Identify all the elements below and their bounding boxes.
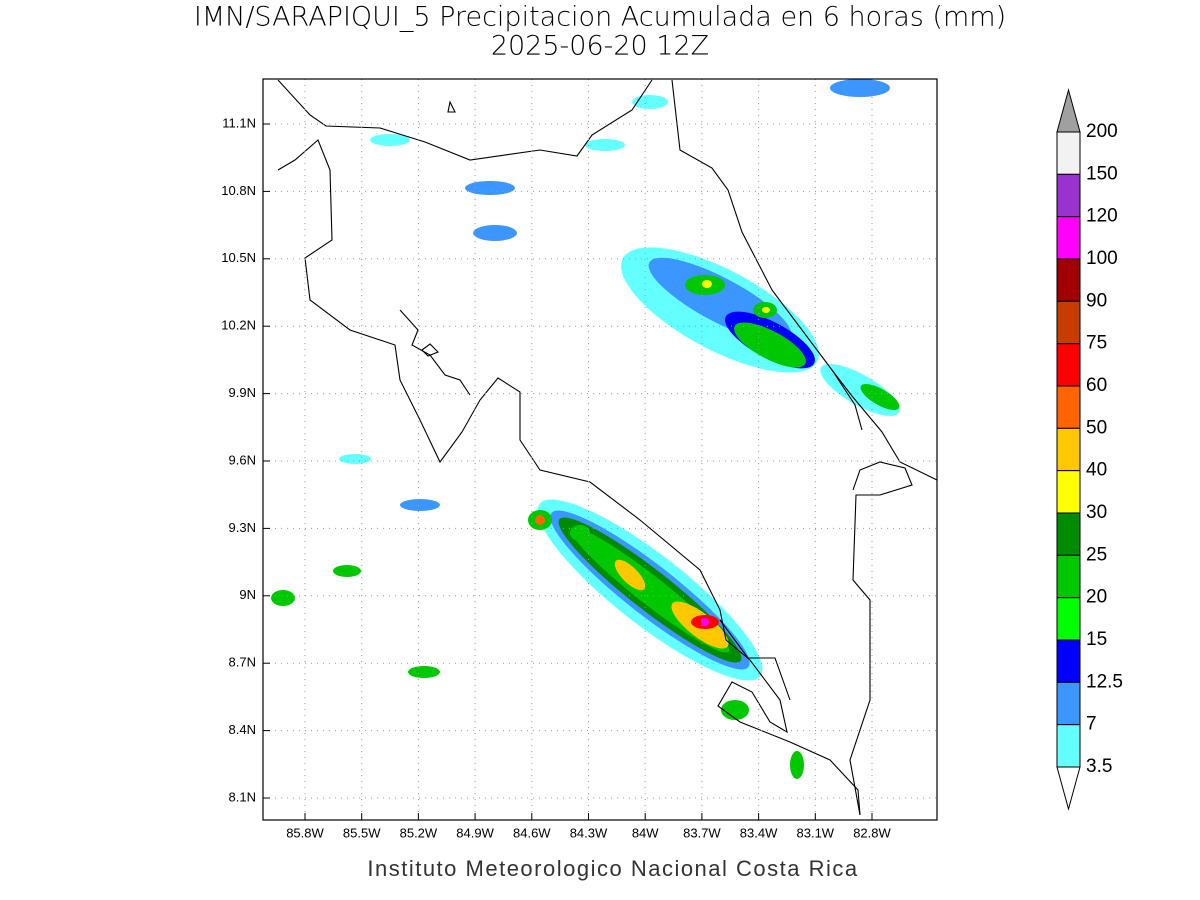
- colorbar-label: 3.5: [1086, 756, 1112, 777]
- colorbar-label: 90: [1086, 290, 1107, 311]
- colorbar-box: [1056, 173, 1081, 218]
- colorbar-box: [1056, 554, 1081, 599]
- colorbar-box: [1056, 470, 1081, 514]
- lat-label: 9.9N: [229, 385, 256, 400]
- lon-label: 83.7W: [683, 825, 721, 840]
- colorbar-label: 75: [1086, 333, 1107, 354]
- colorbar-box: [1056, 131, 1081, 175]
- colorbar-box: [1056, 427, 1081, 472]
- colorbar-box: [1056, 216, 1081, 260]
- lat-label: 8.7N: [229, 655, 256, 670]
- lat-label: 10.5N: [221, 250, 256, 265]
- lon-label: 85.5W: [343, 825, 381, 840]
- lat-label: 10.8N: [221, 183, 256, 198]
- lon-label: 82.8W: [853, 825, 891, 840]
- lat-label: 8.4N: [229, 722, 256, 737]
- lon-label: 84.9W: [456, 825, 494, 840]
- lon-label: 84.6W: [513, 825, 551, 840]
- footer-credit: Instituto Meteorologico Nacional Costa R…: [367, 856, 858, 881]
- lon-label: 83.4W: [740, 825, 778, 840]
- colorbar-label: 60: [1086, 375, 1107, 396]
- lat-label: 10.2N: [221, 318, 256, 333]
- lat-label: 9N: [239, 587, 256, 602]
- lon-label: 83.1W: [797, 825, 835, 840]
- colorbar-label: 200: [1086, 121, 1118, 142]
- map-frame: [262, 78, 938, 821]
- colorbar-box: [1056, 724, 1081, 768]
- colorbar-box: [1056, 681, 1081, 726]
- lat-label: 11.1N: [222, 115, 256, 130]
- lat-label: 9.6N: [229, 452, 256, 467]
- colorbar-label: 50: [1086, 417, 1107, 438]
- colorbar-box: [1056, 343, 1081, 387]
- colorbar-label: 100: [1086, 248, 1118, 269]
- colorbar-under: [1056, 766, 1081, 811]
- lon-label: 84W: [632, 825, 659, 840]
- coastline: [277, 79, 938, 816]
- map-area: [262, 78, 938, 821]
- colorbar-label: 120: [1086, 206, 1118, 227]
- colorbar-box: [1056, 597, 1081, 641]
- colorbar-label: 12.5: [1086, 671, 1123, 692]
- lon-label: 85.8W: [286, 825, 324, 840]
- lon-label: 85.2W: [400, 825, 438, 840]
- title: IMN/SARAPIQUI_5 Precipitacion Acumulada …: [194, 2, 1006, 33]
- colorbar-box: [1056, 258, 1081, 302]
- colorbar-box: [1056, 385, 1081, 429]
- colorbar-label: 30: [1086, 502, 1107, 523]
- colorbar: 200 150 120 100 90 75 60 50 40 30 25 20 15 12.5 7 3.5: [1056, 88, 1123, 811]
- lat-label: 9.3N: [229, 520, 256, 535]
- colorbar-label: 20: [1086, 587, 1107, 608]
- colorbar-label: 40: [1086, 460, 1107, 481]
- lon-label: 84.3W: [570, 825, 608, 840]
- colorbar-label: 25: [1086, 544, 1107, 565]
- colorbar-label: 150: [1086, 163, 1118, 184]
- colorbar-box: [1056, 639, 1081, 683]
- precip-field: [271, 79, 900, 779]
- colorbar-box: [1056, 300, 1081, 345]
- lat-label: 8.1N: [229, 789, 256, 804]
- colorbar-over: [1056, 88, 1081, 133]
- colorbar-label: 15: [1086, 629, 1107, 650]
- colorbar-box: [1056, 512, 1081, 556]
- colorbar-label: 7: [1086, 714, 1097, 735]
- subtitle: 2025-06-20 12Z: [491, 31, 709, 62]
